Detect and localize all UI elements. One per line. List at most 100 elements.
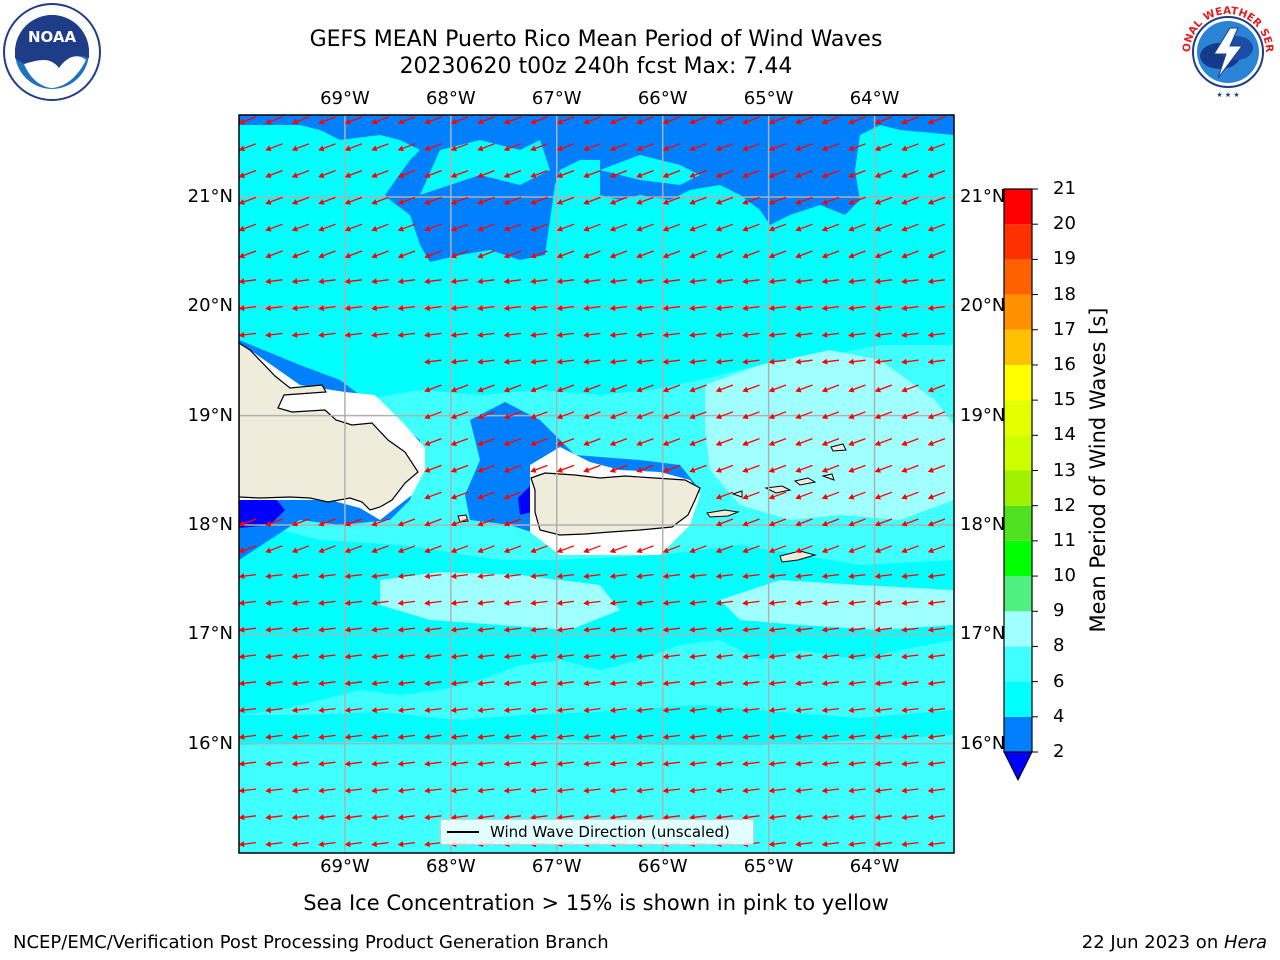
island-st-thomas (731, 490, 743, 498)
wave-direction-arrow (927, 305, 946, 312)
wave-direction-arrow (636, 733, 654, 740)
wave-direction-arrow (901, 331, 919, 338)
wave-direction-arrow (530, 733, 548, 740)
wave-direction-arrow (450, 223, 469, 232)
wave-direction-arrow (742, 733, 760, 740)
period-field-4-6-pocket2 (600, 155, 700, 185)
wave-direction-arrow (371, 305, 389, 312)
wave-direction-arrow (609, 411, 628, 420)
wave-direction-arrow (742, 599, 760, 606)
wave-direction-arrow (901, 143, 919, 152)
wave-direction-arrow (609, 196, 628, 205)
colorbar-title: Mean Period of Wind Waves [s] (1086, 307, 1110, 633)
wave-direction-arrow (503, 573, 522, 580)
wave-direction-arrow (742, 626, 760, 633)
wave-direction-arrow (636, 814, 654, 821)
wave-direction-arrow (265, 545, 283, 554)
wave-direction-arrow (530, 545, 548, 554)
wave-direction-arrow (901, 464, 919, 473)
wave-direction-arrow (583, 411, 601, 420)
wave-direction-arrow (344, 626, 363, 633)
colorbar-bin (1004, 681, 1032, 717)
wave-direction-arrow (344, 518, 363, 527)
wave-direction-arrow (848, 814, 866, 821)
wave-direction-arrow (742, 814, 760, 821)
wave-direction-arrow (715, 384, 734, 393)
wave-direction-arrow (424, 653, 442, 660)
wave-direction-arrow (583, 196, 601, 205)
footer-date-text: 22 Jun 2023 on (1081, 932, 1224, 953)
wave-direction-arrow (530, 437, 548, 446)
colorbar (1003, 188, 1038, 782)
wave-direction-arrow (239, 626, 257, 633)
wave-direction-arrow (530, 384, 548, 393)
wave-direction-arrow (927, 411, 946, 420)
wave-direction-arrow (768, 143, 787, 152)
wave-direction-arrow (556, 599, 575, 606)
wave-direction-arrow (371, 169, 389, 178)
wave-direction-arrow (583, 358, 601, 365)
wave-direction-arrow (848, 545, 866, 554)
wave-direction-arrow (821, 223, 840, 232)
map-frame (238, 114, 955, 854)
wave-direction-arrow (265, 331, 283, 338)
wave-direction-arrow (450, 278, 469, 285)
wave-direction-arrow (503, 437, 522, 446)
wave-direction-arrow (583, 116, 601, 125)
wave-direction-arrow (450, 143, 469, 152)
wave-direction-arrow (530, 760, 548, 767)
wave-direction-arrow (821, 599, 840, 606)
colorbar-tick-label: 19 (1053, 248, 1076, 270)
wave-direction-arrow (795, 331, 813, 338)
wave-direction-arrow (556, 358, 575, 365)
wave-direction-arrow (450, 599, 469, 606)
wave-direction-arrow (291, 573, 310, 580)
colorbar-tick-label: 10 (1053, 565, 1076, 587)
wave-direction-arrow (503, 518, 522, 527)
wave-direction-arrow (927, 278, 946, 285)
wave-direction-arrow (318, 250, 336, 259)
wave-direction-arrow (424, 707, 442, 714)
wave-direction-arrow (715, 573, 734, 580)
wave-direction-arrow (291, 250, 310, 259)
wave-direction-arrow (795, 599, 813, 606)
wave-direction-arrow (318, 680, 336, 687)
wave-direction-arrow (636, 787, 654, 794)
wave-direction-arrow (609, 223, 628, 232)
wave-direction-arrow (556, 545, 575, 554)
wave-direction-arrow (795, 464, 813, 473)
wave-direction-arrow (874, 707, 893, 714)
wave-direction-arrow (636, 680, 654, 687)
wave-direction-arrow (768, 491, 787, 500)
legend-line-sample (447, 831, 479, 833)
wave-direction-arrow (318, 814, 336, 821)
wave-direction-arrow (848, 599, 866, 606)
wave-direction-arrow (742, 196, 760, 205)
wave-direction-arrow (397, 116, 416, 125)
wave-direction-arrow (318, 545, 336, 554)
wave-direction-arrow (556, 384, 575, 393)
wave-direction-arrow (450, 169, 469, 178)
wave-direction-arrow (848, 733, 866, 740)
wave-direction-arrow (689, 169, 707, 178)
wave-direction-arrow (424, 223, 442, 232)
wave-direction-arrow (424, 358, 442, 365)
wave-direction-arrow (795, 250, 813, 259)
wave-direction-arrow (795, 358, 813, 365)
wave-direction-arrow (662, 760, 681, 767)
wave-direction-arrow (397, 250, 416, 259)
wave-direction-arrow (689, 143, 707, 152)
wave-direction-arrow (530, 411, 548, 420)
colorbar-extend-triangle (1003, 751, 1033, 782)
wave-direction-arrow (662, 196, 681, 205)
wave-direction-arrow (291, 545, 310, 554)
lon-label: 68°W (425, 856, 476, 877)
lon-label: 66°W (637, 856, 688, 877)
wave-direction-arrow (583, 707, 601, 714)
lat-label: 19°N (960, 404, 1006, 426)
wave-direction-arrow (901, 169, 919, 178)
wave-direction-arrow (636, 411, 654, 420)
wave-direction-arrow (768, 653, 787, 660)
wave-direction-arrow (848, 169, 866, 178)
